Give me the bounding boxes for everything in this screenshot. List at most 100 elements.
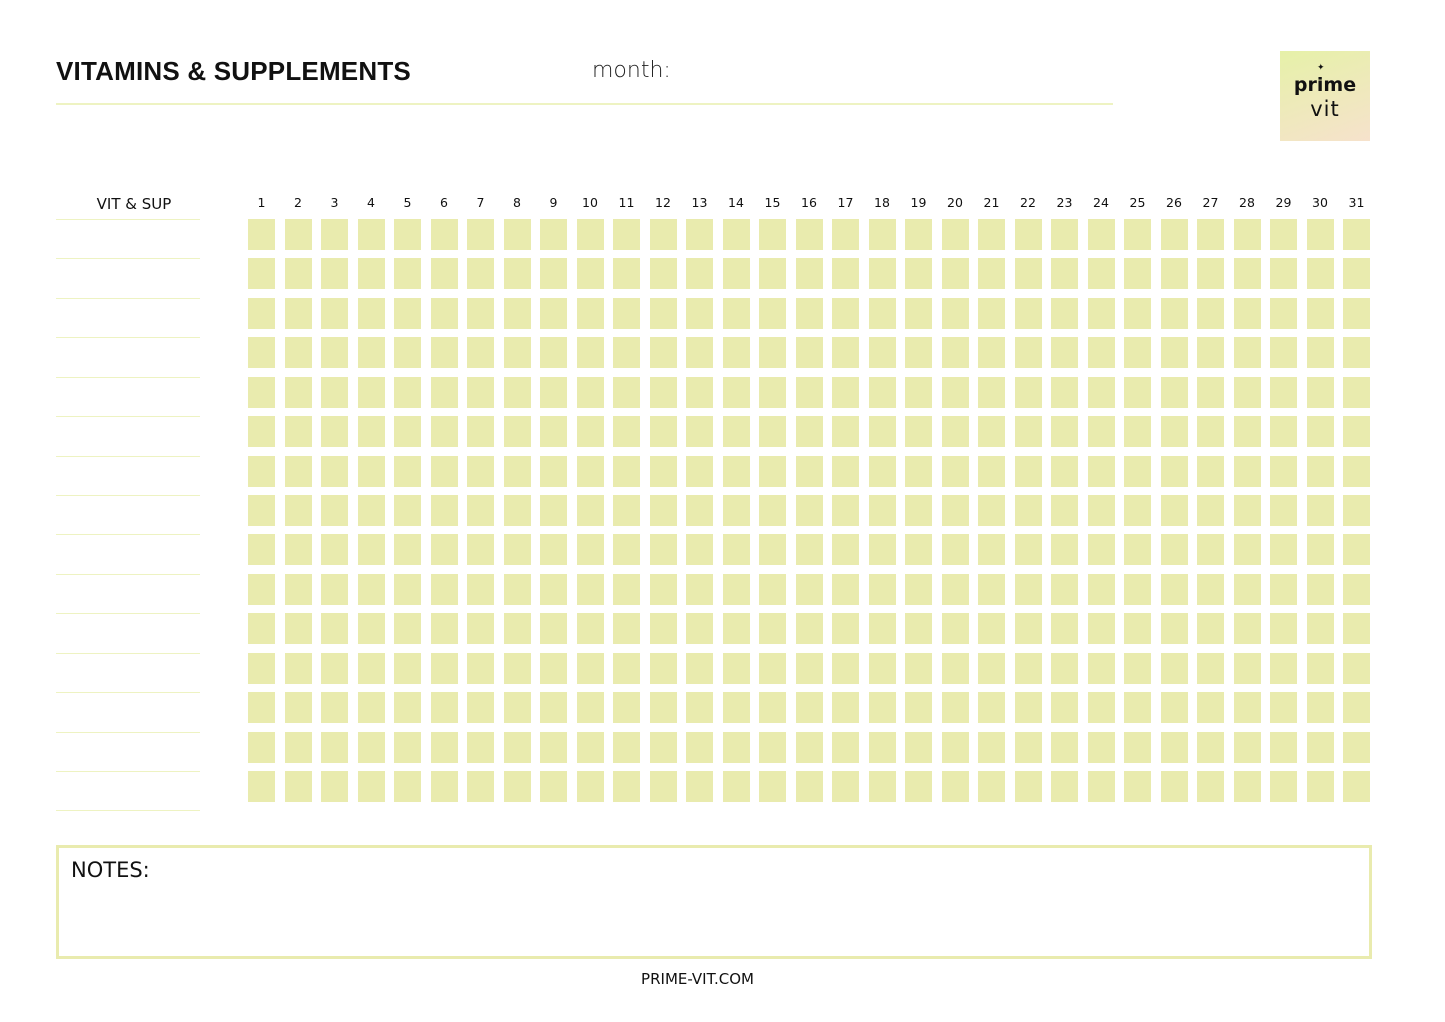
tracker-checkbox[interactable] [1343,652,1370,684]
tracker-checkbox[interactable] [1051,534,1078,566]
tracker-checkbox[interactable] [1087,219,1115,250]
tracker-checkbox[interactable] [576,337,604,369]
tracker-checkbox[interactable] [1233,692,1261,724]
tracker-checkbox[interactable] [248,692,275,724]
tracker-checkbox[interactable] [430,455,458,487]
tracker-checkbox[interactable] [795,337,823,369]
tracker-checkbox[interactable] [357,416,385,448]
tracker-checkbox[interactable] [649,219,677,250]
tracker-checkbox[interactable] [795,613,823,645]
tracker-checkbox[interactable] [1160,297,1188,329]
tracker-checkbox[interactable] [1197,455,1224,487]
tracker-checkbox[interactable] [467,495,494,526]
tracker-checkbox[interactable] [686,573,713,605]
tracker-checkbox[interactable] [649,455,677,487]
tracker-checkbox[interactable] [613,534,640,566]
tracker-checkbox[interactable] [576,376,604,408]
supplement-name-line[interactable] [56,455,200,457]
tracker-checkbox[interactable] [613,731,640,763]
tracker-checkbox[interactable] [1233,376,1261,408]
tracker-checkbox[interactable] [467,613,494,645]
tracker-checkbox[interactable] [1343,573,1370,605]
tracker-checkbox[interactable] [430,495,458,526]
tracker-checkbox[interactable] [1197,692,1224,724]
tracker-checkbox[interactable] [832,455,859,487]
tracker-checkbox[interactable] [248,495,275,526]
tracker-checkbox[interactable] [868,652,896,684]
month-line[interactable] [56,103,1113,105]
tracker-checkbox[interactable] [613,258,640,290]
tracker-checkbox[interactable] [795,455,823,487]
tracker-checkbox[interactable] [722,455,750,487]
tracker-checkbox[interactable] [868,455,896,487]
tracker-checkbox[interactable] [321,258,348,290]
tracker-checkbox[interactable] [905,534,932,566]
tracker-checkbox[interactable] [722,416,750,448]
tracker-checkbox[interactable] [1233,613,1261,645]
tracker-checkbox[interactable] [503,495,531,526]
tracker-checkbox[interactable] [430,771,458,802]
tracker-checkbox[interactable] [613,573,640,605]
tracker-checkbox[interactable] [722,376,750,408]
tracker-checkbox[interactable] [540,376,567,408]
tracker-checkbox[interactable] [722,258,750,290]
tracker-checkbox[interactable] [1343,219,1370,250]
tracker-checkbox[interactable] [1270,573,1297,605]
tracker-checkbox[interactable] [1270,219,1297,250]
tracker-checkbox[interactable] [1270,692,1297,724]
tracker-checkbox[interactable] [1014,771,1042,802]
tracker-checkbox[interactable] [649,297,677,329]
tracker-checkbox[interactable] [576,613,604,645]
tracker-checkbox[interactable] [1014,258,1042,290]
tracker-checkbox[interactable] [467,416,494,448]
tracker-checkbox[interactable] [394,258,421,290]
tracker-checkbox[interactable] [868,495,896,526]
tracker-checkbox[interactable] [430,258,458,290]
supplement-name-line[interactable] [56,771,200,772]
tracker-checkbox[interactable] [284,376,312,408]
tracker-checkbox[interactable] [503,258,531,290]
tracker-checkbox[interactable] [1051,495,1078,526]
tracker-checkbox[interactable] [941,219,969,250]
tracker-checkbox[interactable] [722,297,750,329]
tracker-checkbox[interactable] [1343,692,1370,724]
supplement-name-line[interactable] [56,376,200,378]
tracker-checkbox[interactable] [1051,219,1078,250]
tracker-checkbox[interactable] [394,731,421,763]
tracker-checkbox[interactable] [576,771,604,802]
tracker-checkbox[interactable] [978,337,1005,369]
tracker-checkbox[interactable] [832,297,859,329]
tracker-checkbox[interactable] [1233,573,1261,605]
tracker-checkbox[interactable] [467,258,494,290]
tracker-checkbox[interactable] [649,613,677,645]
tracker-checkbox[interactable] [467,573,494,605]
tracker-checkbox[interactable] [503,692,531,724]
tracker-checkbox[interactable] [1124,455,1151,487]
tracker-checkbox[interactable] [503,337,531,369]
tracker-checkbox[interactable] [1197,495,1224,526]
tracker-checkbox[interactable] [978,495,1005,526]
tracker-checkbox[interactable] [941,376,969,408]
tracker-checkbox[interactable] [905,731,932,763]
tracker-checkbox[interactable] [1306,731,1334,763]
tracker-checkbox[interactable] [1343,455,1370,487]
tracker-checkbox[interactable] [722,771,750,802]
tracker-checkbox[interactable] [394,692,421,724]
tracker-checkbox[interactable] [430,337,458,369]
tracker-checkbox[interactable] [1160,771,1188,802]
tracker-checkbox[interactable] [1160,455,1188,487]
tracker-checkbox[interactable] [467,534,494,566]
tracker-checkbox[interactable] [357,219,385,250]
tracker-checkbox[interactable] [1306,455,1334,487]
tracker-checkbox[interactable] [1014,534,1042,566]
tracker-checkbox[interactable] [394,495,421,526]
tracker-checkbox[interactable] [357,692,385,724]
tracker-checkbox[interactable] [1014,337,1042,369]
tracker-checkbox[interactable] [1306,416,1334,448]
tracker-checkbox[interactable] [1197,731,1224,763]
tracker-checkbox[interactable] [978,416,1005,448]
tracker-checkbox[interactable] [1270,455,1297,487]
tracker-checkbox[interactable] [1124,534,1151,566]
tracker-checkbox[interactable] [248,771,275,802]
tracker-checkbox[interactable] [832,652,859,684]
